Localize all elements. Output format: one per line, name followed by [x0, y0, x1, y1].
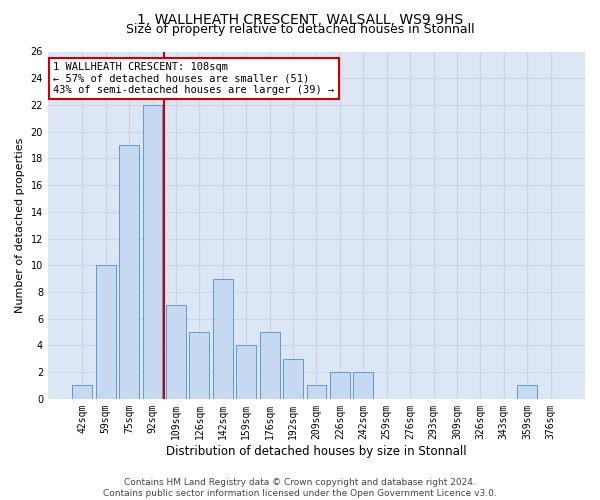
Text: Contains HM Land Registry data © Crown copyright and database right 2024.
Contai: Contains HM Land Registry data © Crown c…	[103, 478, 497, 498]
Bar	[96, 265, 116, 399]
Text: 1, WALLHEATH CRESCENT, WALSALL, WS9 9HS: 1, WALLHEATH CRESCENT, WALSALL, WS9 9HS	[137, 12, 463, 26]
X-axis label: Distribution of detached houses by size in Stonnall: Distribution of detached houses by size …	[166, 444, 467, 458]
Bar	[330, 372, 350, 399]
Bar	[119, 145, 139, 399]
Bar	[260, 332, 280, 399]
Bar	[283, 359, 303, 399]
Bar	[517, 386, 537, 399]
Bar	[353, 372, 373, 399]
Bar	[213, 278, 233, 399]
Text: Size of property relative to detached houses in Stonnall: Size of property relative to detached ho…	[125, 22, 475, 36]
Bar	[73, 386, 92, 399]
Bar	[236, 346, 256, 399]
Bar	[166, 306, 186, 399]
Bar	[143, 105, 163, 399]
Text: 1 WALLHEATH CRESCENT: 108sqm
← 57% of detached houses are smaller (51)
43% of se: 1 WALLHEATH CRESCENT: 108sqm ← 57% of de…	[53, 62, 335, 95]
Bar	[190, 332, 209, 399]
Bar	[307, 386, 326, 399]
Y-axis label: Number of detached properties: Number of detached properties	[15, 138, 25, 313]
